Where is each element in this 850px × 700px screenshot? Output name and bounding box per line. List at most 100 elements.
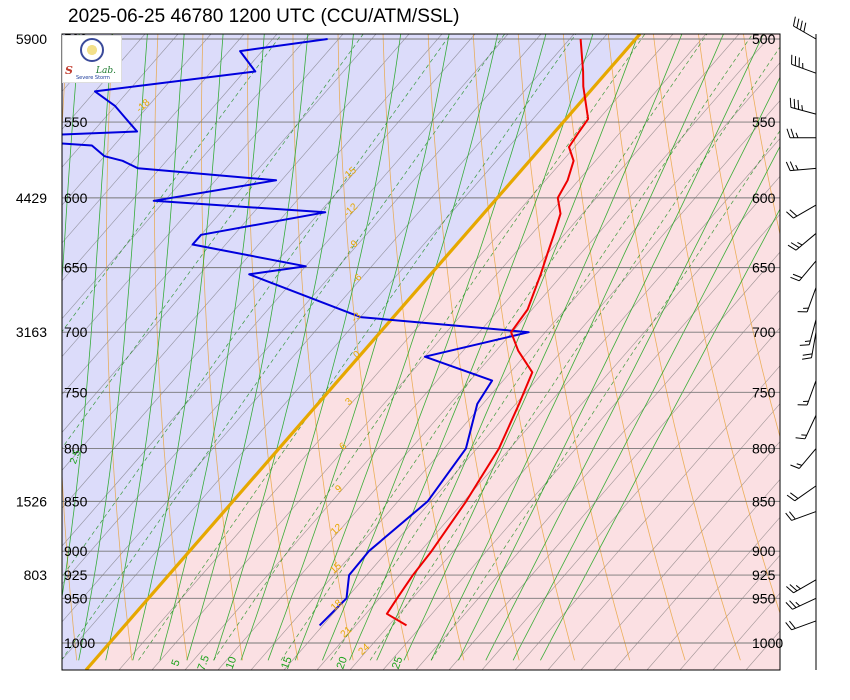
barb-feather: [790, 464, 800, 469]
mixing-ratio-line: [62, 34, 452, 578]
isotherm-label: 0: [351, 349, 363, 361]
pressure-label-left: 925: [64, 567, 88, 583]
plot-border: [61, 33, 781, 671]
pressure-label-right: 850: [752, 493, 776, 509]
chart-title: 2025-06-25 46780 1200 UTC (CCU/ATM/SSL): [68, 6, 460, 27]
isotherm-line: [217, 34, 773, 670]
wind-barb: [790, 448, 817, 469]
barb-feather: [799, 344, 810, 346]
isotherm-line: [250, 62, 780, 670]
barb-feather: [785, 512, 792, 521]
pressure-label-left: 750: [64, 384, 88, 400]
wind-barb: [785, 620, 817, 631]
moist-adiabat-label: 15: [279, 655, 294, 671]
isotherm-line: [547, 403, 780, 670]
logo-mark: S: [65, 64, 73, 77]
barb-feather: [790, 242, 800, 249]
isotherm-line: [62, 34, 476, 509]
pressure-label-left: 550: [64, 114, 88, 130]
dry-adiabat-line: [828, 3, 850, 660]
pressure-label-left: 900: [64, 543, 88, 559]
isobar-lines: [62, 38, 780, 644]
wind-barb: [785, 511, 817, 521]
cold-region: [62, 34, 640, 670]
barb-feather: [789, 97, 792, 108]
wind-barb: [799, 319, 817, 346]
sounding-profiles: [62, 38, 590, 627]
wind-barb: [797, 287, 817, 313]
isotherm-line: [118, 34, 674, 670]
isotherm-line: [62, 34, 608, 661]
barb-feather: [799, 20, 803, 31]
isotherm-line: [415, 251, 780, 670]
pressure-label-left: 600: [64, 190, 88, 206]
isotherm-line: [62, 34, 575, 623]
barb-shaft: [791, 63, 817, 74]
pressure-label-right: 800: [752, 441, 776, 457]
isotherm-line: [62, 34, 410, 433]
barb-half-feather: [795, 601, 801, 607]
barb-half-feather: [801, 105, 803, 111]
barb-feather: [785, 602, 793, 610]
freezing-line: [84, 34, 642, 670]
barb-feather: [796, 18, 800, 29]
pressure-label-left: 800: [64, 441, 88, 457]
barb-feather: [789, 600, 797, 608]
isotherm-line: [62, 34, 278, 282]
pressure-label-right: 700: [752, 324, 776, 340]
barb-feather: [786, 586, 794, 594]
barb-shaft: [793, 25, 817, 40]
barb-feather: [802, 353, 813, 356]
barb-feather: [802, 357, 812, 360]
pressure-label-right: 950: [752, 590, 776, 606]
wind-barb: [790, 260, 817, 282]
moist-adiabat-line: [62, 34, 81, 286]
barb-shaft: [790, 167, 817, 172]
isotherm-line: [62, 34, 509, 547]
barb-feather: [789, 161, 795, 171]
barb-feather: [789, 511, 796, 520]
logo-lab: Lab.: [96, 66, 116, 76]
height-label: 1526: [16, 493, 47, 509]
barb-shaft: [793, 204, 817, 219]
isotherm-line: [62, 34, 344, 358]
height-label: 3163: [16, 324, 47, 340]
barb-feather: [792, 16, 796, 27]
lab-logo: S Severe Storm Lab.: [62, 35, 122, 83]
barb-feather: [803, 22, 807, 33]
barb-shaft: [793, 579, 817, 594]
pressure-label-right: 750: [752, 384, 776, 400]
isotherm-line: [514, 365, 780, 670]
isotherm-line: [448, 289, 780, 670]
isotherm-line: [481, 327, 780, 670]
dry-adiabat-line: [62, 34, 78, 661]
isotherm-line: [62, 34, 212, 206]
pressure-label-right: 650: [752, 260, 776, 276]
barb-half-feather: [795, 585, 801, 590]
isotherm-line: [580, 441, 780, 670]
barb-shaft: [792, 597, 817, 610]
barb-shaft: [806, 287, 817, 313]
isotherm-label: 3: [343, 396, 355, 408]
pressure-label-left: 950: [64, 590, 88, 606]
mixing-ratio-line: [138, 34, 577, 661]
barb-half-feather: [797, 242, 803, 246]
barb-feather: [793, 98, 796, 109]
barb-feather: [785, 622, 792, 631]
wind-barb: [786, 204, 817, 219]
isotherm-label: 9: [333, 483, 345, 495]
height-label: 803: [24, 567, 48, 583]
barb-feather: [797, 99, 800, 110]
dry-adiabat-line: [784, 3, 850, 660]
barb-shaft: [806, 380, 817, 406]
pressure-label-right: 500: [752, 31, 776, 47]
isotherm-line: [62, 34, 377, 395]
mixing-ratio-line: [369, 46, 780, 661]
dewpoint-profile: [62, 38, 530, 627]
barb-feather: [792, 273, 803, 279]
barb-shaft: [798, 448, 817, 469]
barb-half-feather: [796, 463, 803, 466]
pressure-label-right: 600: [752, 190, 776, 206]
barb-feather: [789, 584, 798, 592]
moist-adiabat-label: 10: [224, 655, 239, 671]
